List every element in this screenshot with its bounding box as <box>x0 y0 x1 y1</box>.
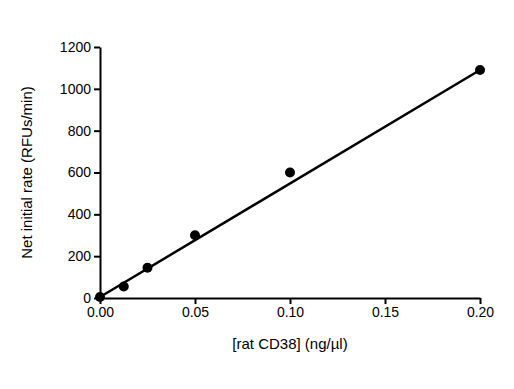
y-tick: 600 <box>68 164 100 180</box>
y-tick-mark <box>94 130 100 132</box>
x-tick: 0.20 <box>467 298 494 320</box>
x-tick-label: 0.10 <box>277 304 304 320</box>
y-tick-label: 400 <box>68 206 92 222</box>
y-tick: 200 <box>68 248 100 264</box>
plot: 0.00 0.05 0.10 0.15 0.20 0 200 400 600 800 1000 120… <box>60 39 494 320</box>
y-tick-label: 0 <box>83 290 91 306</box>
y-axis-title: Net initial rate (RFUs/min) <box>18 86 35 259</box>
y-tick-label: 200 <box>68 248 92 264</box>
data-point <box>285 168 295 178</box>
y-tick: 1000 <box>60 81 100 97</box>
y-tick-label: 600 <box>68 164 92 180</box>
y-tick: 800 <box>68 123 100 139</box>
chart: 0.00 0.05 0.10 0.15 0.20 0 200 400 600 800 1000 120… <box>0 0 514 389</box>
y-tick: 400 <box>68 206 100 222</box>
y-tick-mark <box>94 172 100 174</box>
x-tick: 0.10 <box>277 298 304 320</box>
y-tick-label: 1000 <box>60 81 91 97</box>
x-tick-label: 0.15 <box>372 304 399 320</box>
x-tick-label: 0.00 <box>87 304 114 320</box>
fit-line <box>100 70 480 297</box>
x-axis: 0.00 0.05 0.10 0.15 0.20 <box>87 298 494 320</box>
x-axis-title: [rat CD38] (ng/µl) <box>232 335 347 352</box>
x-tick-label: 0.20 <box>467 304 494 320</box>
marks <box>95 65 485 302</box>
x-tick: 0.05 <box>182 298 209 320</box>
y-tick-label: 1200 <box>60 39 91 55</box>
x-tick-label: 0.05 <box>182 304 209 320</box>
y-tick-mark <box>94 47 100 49</box>
y-axis: 0 200 400 600 800 1000 1200 <box>60 39 101 306</box>
x-tick: 0.15 <box>372 298 399 320</box>
y-tick-mark <box>94 214 100 216</box>
y-tick-label: 800 <box>68 123 92 139</box>
y-tick-mark <box>94 88 100 90</box>
y-tick-mark <box>94 256 100 258</box>
y-tick: 1200 <box>60 39 100 55</box>
